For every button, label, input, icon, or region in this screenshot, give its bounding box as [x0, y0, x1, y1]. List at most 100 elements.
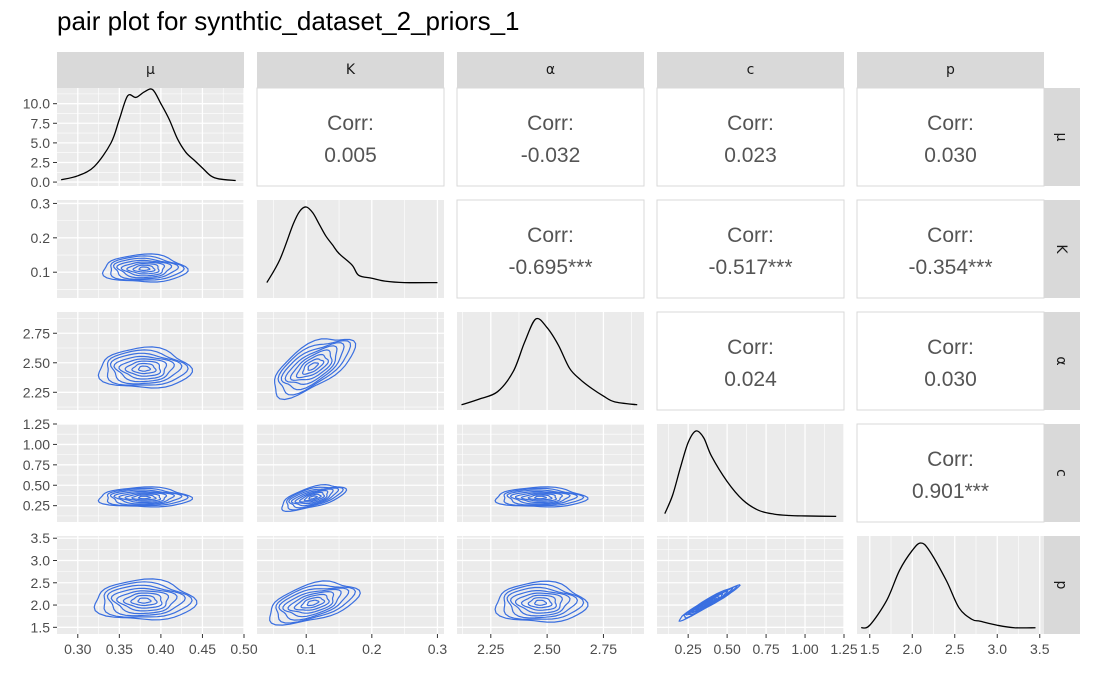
corr-value: 0.005 [324, 144, 377, 167]
density-contour [110, 587, 178, 615]
density-contour [124, 360, 162, 377]
panel-c-p: Corr: 0.901*** [856, 423, 1045, 523]
panel-k-mu [57, 200, 245, 298]
density-contour [137, 597, 152, 604]
y-tick-label-alpha: 2.75 [23, 325, 50, 341]
density-contour [534, 495, 548, 500]
density-contour [303, 493, 322, 502]
density-contour [494, 486, 589, 508]
density-contour [97, 486, 194, 508]
x-tick-label-mu: 0.40 [147, 641, 174, 657]
density-curve-alpha [461, 317, 638, 406]
density-contour [284, 345, 338, 386]
density-contour [281, 483, 348, 513]
density-contour [126, 263, 160, 275]
corr-label: Corr: [527, 112, 574, 135]
panel-mu-c: Corr: 0.023 [656, 87, 845, 187]
x-tick-label-c: 0.50 [714, 641, 741, 657]
x-tick-label-alpha: 2.50 [533, 641, 560, 657]
panel-mu-p: Corr: 0.030 [856, 87, 1045, 187]
row-strip-mu [1044, 88, 1080, 186]
x-tick-label-mu: 0.45 [189, 641, 216, 657]
corr-label: Corr: [527, 224, 574, 247]
density-panel-bg [57, 88, 244, 186]
density-panel-bg [657, 424, 844, 522]
density-contour [130, 594, 158, 607]
density-contour [106, 584, 186, 617]
density-contour [120, 261, 166, 277]
column-strip-alpha [457, 52, 644, 88]
density-contour [300, 596, 326, 609]
y-tick-label-mu: 0.0 [31, 174, 51, 190]
corr-label: Corr: [927, 448, 974, 471]
y-tick-label-c: 1.25 [23, 416, 50, 432]
row-strip-label-alpha: α [1053, 356, 1069, 365]
corr-value: 0.024 [724, 368, 777, 391]
density-contour [103, 581, 193, 618]
density-contour [703, 599, 714, 606]
x-tick-label-mu: 0.30 [64, 641, 91, 657]
y-tick-label-c: 0.50 [23, 477, 50, 493]
column-strip-label-k: K [346, 62, 356, 78]
density-contour [301, 358, 325, 375]
x-tick-label-c: 0.75 [752, 641, 779, 657]
corr-label: Corr: [727, 224, 774, 247]
corr-value: -0.032 [521, 144, 581, 167]
corr-label: Corr: [927, 224, 974, 247]
density-contour [527, 494, 553, 501]
density-contour [113, 490, 175, 505]
column-strip-mu [57, 52, 244, 88]
density-contour [116, 590, 170, 612]
column-strip-label-alpha: α [546, 62, 555, 78]
density-contour [515, 492, 563, 504]
density-contour [137, 365, 152, 372]
density-contour [287, 590, 335, 614]
panel-mu-k: Corr: 0.005 [256, 87, 445, 187]
corr-value: -0.517*** [708, 256, 792, 279]
panel-k-c: Corr: -0.517*** [656, 199, 845, 299]
density-contour [534, 599, 548, 606]
corr-label: Corr: [727, 112, 774, 135]
corr-panel-frame [456, 87, 645, 187]
density-contour [109, 489, 183, 506]
density-contour [116, 259, 173, 279]
column-strip-label-mu: μ [146, 62, 155, 78]
x-tick-label-p: 3.5 [1030, 641, 1050, 657]
density-contour [288, 487, 340, 509]
density-contour [131, 494, 157, 501]
density-contour [110, 255, 185, 281]
x-tick-label-p: 1.5 [860, 641, 880, 657]
density-contour [278, 587, 350, 621]
y-tick-label-p: 3.5 [31, 530, 51, 546]
density-contour [294, 490, 329, 505]
density-contour [289, 349, 333, 381]
density-contour [122, 592, 163, 609]
density-contour [678, 584, 741, 622]
contour-panel-bg [57, 200, 244, 298]
y-tick-label-alpha: 2.25 [23, 384, 50, 400]
y-tick-label-p: 1.5 [31, 619, 51, 635]
density-contour [520, 594, 557, 611]
density-contour [106, 487, 189, 507]
corr-panel-frame [856, 423, 1045, 523]
x-tick-label-p: 3.0 [988, 641, 1008, 657]
density-contour [118, 492, 168, 504]
density-contour [295, 353, 330, 379]
y-tick-label-mu: 5.0 [31, 135, 51, 151]
contour-panel-bg [257, 312, 444, 410]
corr-value: -0.354*** [908, 256, 992, 279]
panel-c-alpha [457, 423, 644, 522]
panel-c-mu [57, 423, 245, 522]
y-tick-label-mu: 2.5 [31, 154, 51, 170]
corr-value: 0.030 [924, 368, 977, 391]
density-contour [291, 488, 334, 507]
density-contour [132, 264, 156, 273]
density-contour [97, 346, 194, 389]
density-contour [506, 586, 579, 619]
density-curve-c [664, 430, 837, 518]
row-strip-label-c: c [1053, 469, 1069, 477]
panel-mu-alpha: Corr: -0.032 [456, 87, 645, 187]
y-tick-label-k: 0.1 [31, 264, 51, 280]
corr-value: 0.901*** [912, 480, 989, 503]
